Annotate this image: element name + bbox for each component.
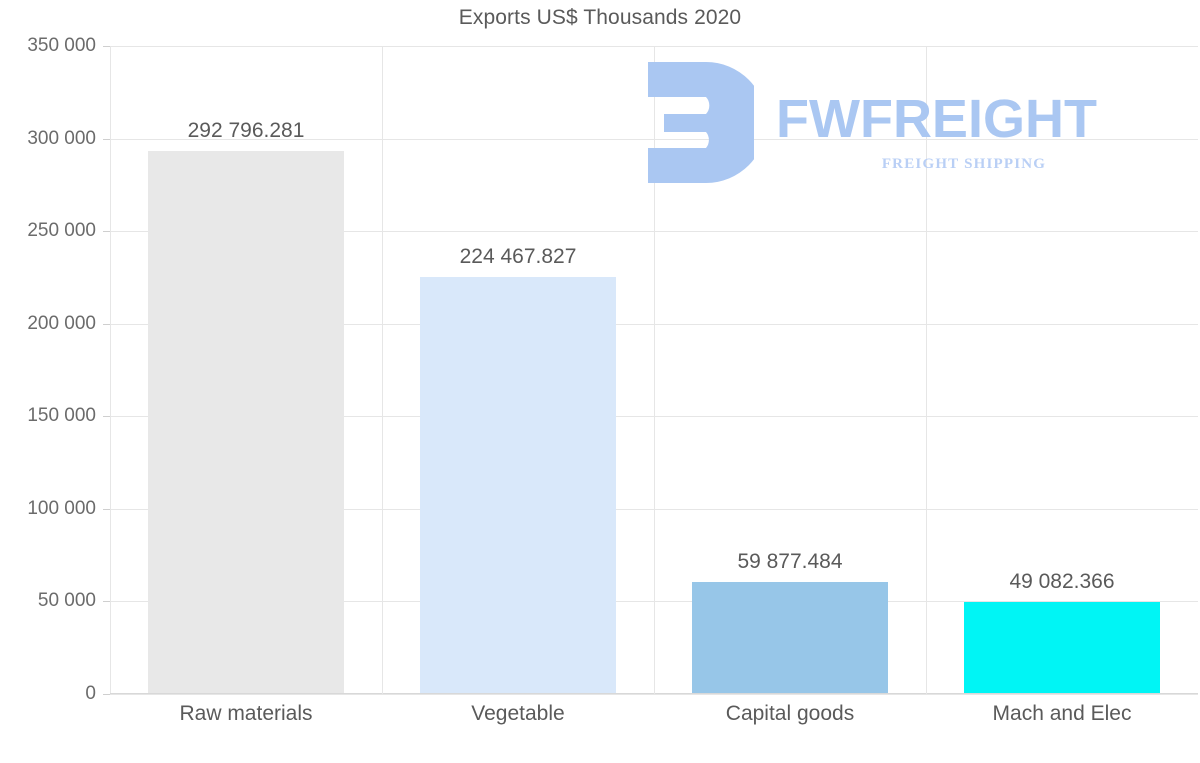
y-axis-tick-label: 350 000: [27, 35, 96, 56]
y-axis-tick-label: 200 000: [27, 312, 96, 334]
y-axis-tick-label: 250 000: [27, 220, 96, 242]
y-axis-tick-mark: [103, 46, 110, 47]
bar[interactable]: [692, 582, 888, 693]
chart-title: Exports US$ Thousands 2020: [458, 6, 742, 29]
x-axis-tick-label: Mach and Elec: [992, 702, 1132, 725]
bar[interactable]: [148, 150, 344, 693]
y-axis-line: [110, 46, 111, 694]
y-axis-tick-label: 0: [85, 683, 96, 704]
y-axis-tick-label: 150 000: [27, 405, 96, 427]
bar-value-label: 224 467.827: [459, 245, 577, 269]
gridline-vertical: [654, 46, 655, 694]
bar[interactable]: [420, 277, 616, 693]
x-axis-tick-label: Capital goods: [725, 702, 855, 725]
y-axis-tick-mark: [103, 138, 110, 140]
bar[interactable]: [964, 602, 1160, 693]
x-axis-tick-label: Raw materials: [179, 702, 313, 725]
gridline-horizontal: [110, 694, 1198, 695]
bar-value-label: 49 082.366: [1009, 570, 1115, 594]
y-axis-tick-mark: [103, 416, 110, 418]
x-axis-tick-label: Vegetable: [471, 702, 565, 725]
y-axis-tick-mark: [103, 508, 110, 510]
y-axis-tick-label: 50 000: [37, 590, 96, 612]
bar-value-label: 292 796.281: [187, 118, 305, 142]
y-axis-tick-mark: [103, 601, 110, 603]
bar-value-label: 59 877.484: [737, 550, 843, 574]
gridline-vertical: [382, 46, 383, 694]
gridline-vertical: [926, 46, 927, 694]
y-axis-tick-mark: [103, 323, 110, 325]
y-axis-tick-label: 300 000: [27, 127, 96, 149]
plot-area: 292 796.281 224 467.827 59 877.484 49 082.3…: [103, 46, 1198, 695]
y-axis-tick-label: 100 000: [27, 497, 96, 519]
y-axis-tick-mark: [103, 231, 110, 233]
y-axis-tick-mark: [103, 694, 110, 695]
